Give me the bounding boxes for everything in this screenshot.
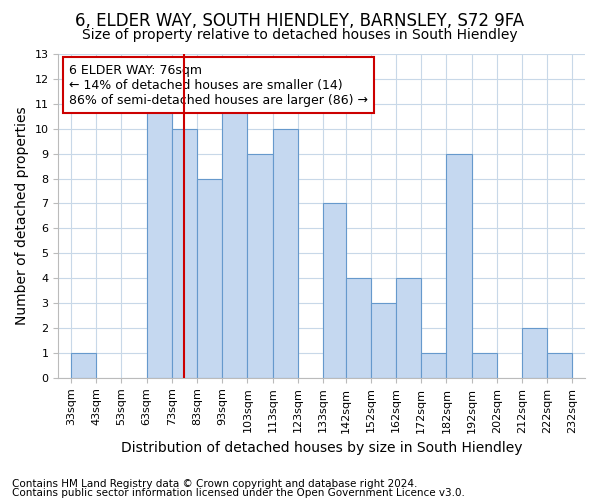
Bar <box>222 104 247 378</box>
Bar <box>197 178 222 378</box>
Bar <box>146 104 172 378</box>
Bar <box>371 303 396 378</box>
Bar <box>71 353 96 378</box>
Bar <box>323 204 346 378</box>
Bar <box>446 154 472 378</box>
Text: 6, ELDER WAY, SOUTH HIENDLEY, BARNSLEY, S72 9FA: 6, ELDER WAY, SOUTH HIENDLEY, BARNSLEY, … <box>76 12 524 30</box>
Bar <box>547 353 572 378</box>
Bar <box>346 278 371 378</box>
Bar <box>421 353 446 378</box>
Bar <box>396 278 421 378</box>
X-axis label: Distribution of detached houses by size in South Hiendley: Distribution of detached houses by size … <box>121 441 523 455</box>
Bar <box>272 128 298 378</box>
Text: 6 ELDER WAY: 76sqm
← 14% of detached houses are smaller (14)
86% of semi-detache: 6 ELDER WAY: 76sqm ← 14% of detached hou… <box>69 64 368 106</box>
Bar <box>472 353 497 378</box>
Bar <box>172 128 197 378</box>
Bar <box>522 328 547 378</box>
Text: Contains HM Land Registry data © Crown copyright and database right 2024.: Contains HM Land Registry data © Crown c… <box>12 479 418 489</box>
Y-axis label: Number of detached properties: Number of detached properties <box>15 106 29 325</box>
Text: Size of property relative to detached houses in South Hiendley: Size of property relative to detached ho… <box>82 28 518 42</box>
Text: Contains public sector information licensed under the Open Government Licence v3: Contains public sector information licen… <box>12 488 465 498</box>
Bar <box>247 154 272 378</box>
